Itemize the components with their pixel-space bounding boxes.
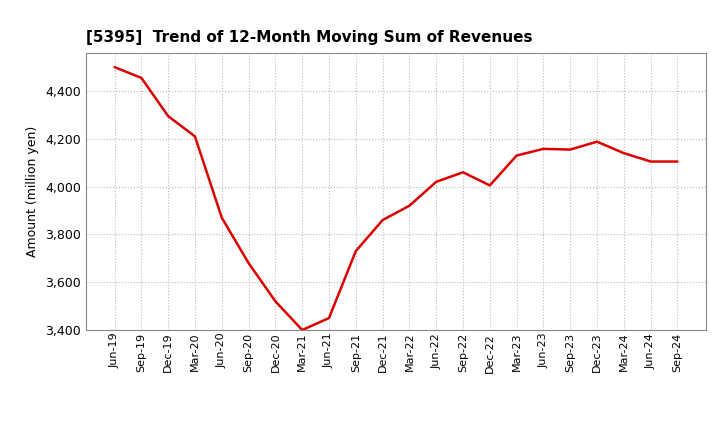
Text: [5395]  Trend of 12-Month Moving Sum of Revenues: [5395] Trend of 12-Month Moving Sum of R… — [86, 29, 533, 45]
Y-axis label: Amount (million yen): Amount (million yen) — [27, 126, 40, 257]
